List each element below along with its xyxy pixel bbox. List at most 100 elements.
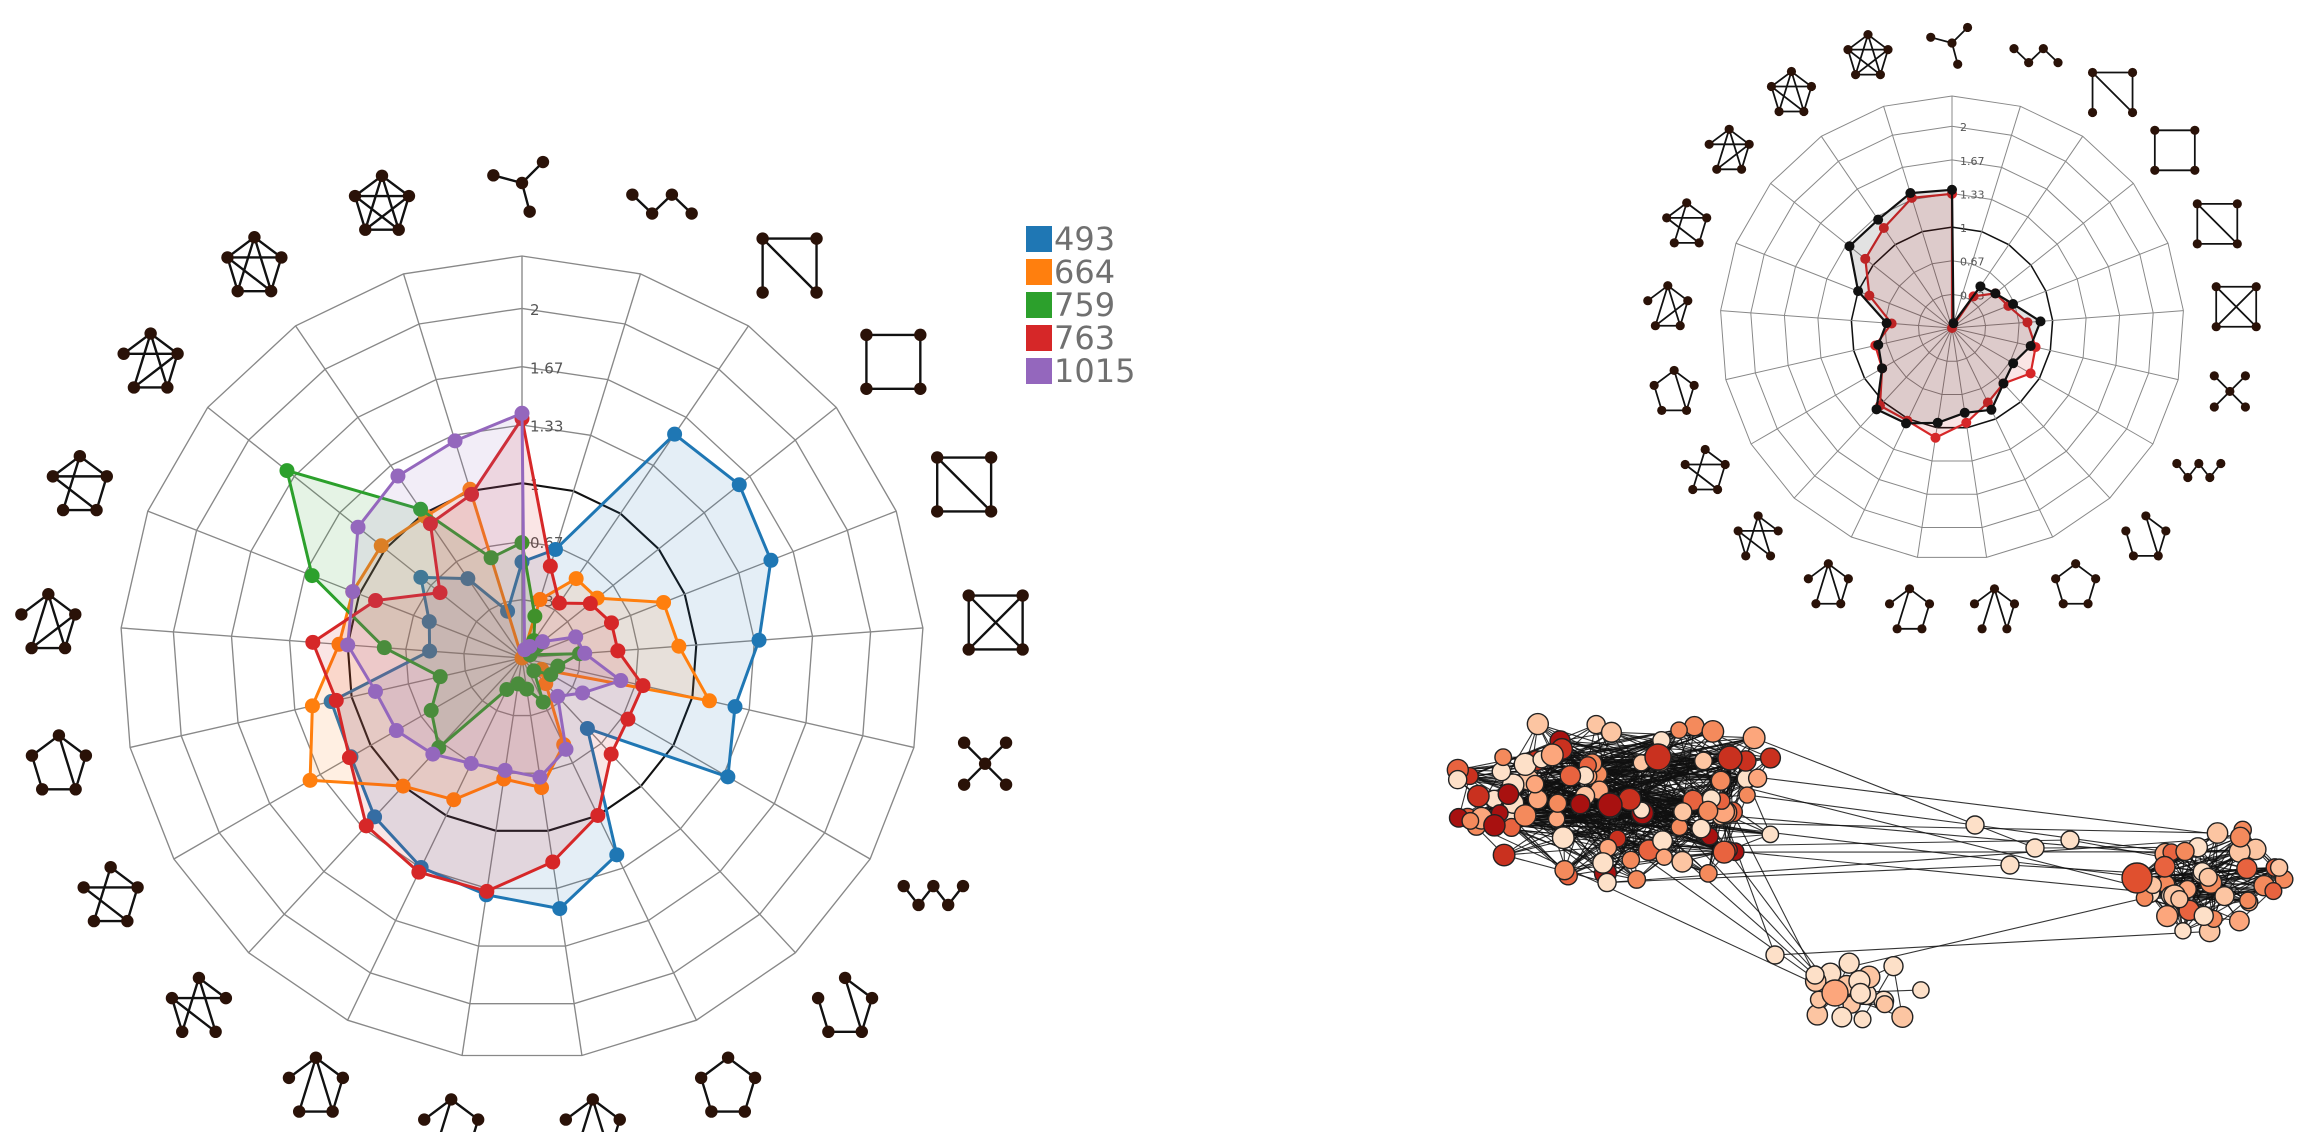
graphlet-node <box>2002 624 2012 634</box>
radar-tick-label: 1 <box>1960 222 1967 235</box>
network-node <box>2175 841 2195 862</box>
graphlet-icon <box>2051 559 2101 609</box>
graphlet-node <box>1766 81 1777 92</box>
legend: 493 664 759 763 1015 <box>1026 222 1135 387</box>
graphlet-node <box>2127 107 2138 118</box>
graphlet-node <box>705 1105 718 1118</box>
graphlet-node <box>523 205 536 218</box>
graphlet-edge <box>1815 563 1830 605</box>
radar-point <box>532 769 548 785</box>
graphlet-node <box>1712 484 1723 495</box>
network-node <box>2236 857 2258 880</box>
graphlet-edge <box>57 735 77 790</box>
graphlet-node <box>738 1105 752 1118</box>
graphlet-node <box>248 231 261 244</box>
network-edge <box>1657 756 1683 862</box>
radar-spoke <box>248 657 523 954</box>
graphlet-edge <box>47 593 67 649</box>
graphlet-node <box>1680 459 1690 470</box>
graphlet-node <box>559 1113 573 1126</box>
network-node <box>1548 793 1568 813</box>
graphlet-node <box>2150 165 2160 175</box>
network-node <box>2269 858 2289 877</box>
graphlet-node <box>2009 44 2019 54</box>
graphlet-node <box>756 232 769 245</box>
graphlet-icon <box>931 451 998 518</box>
radar-grid-ring <box>1817 192 2087 462</box>
radar-point <box>446 792 462 808</box>
graphlet-edge <box>1867 34 1882 75</box>
graphlet-node <box>694 1071 708 1085</box>
network-edge <box>1747 794 1976 826</box>
radar-point <box>720 769 736 785</box>
graphlet-edge <box>298 1057 318 1112</box>
graphlet-node <box>2150 125 2160 135</box>
graphlet-icon <box>221 231 288 298</box>
graphlet-node <box>445 1093 458 1106</box>
graphlet-node <box>1843 574 1853 584</box>
graphlet-node <box>209 1025 222 1039</box>
radar-point <box>1877 363 1888 374</box>
graphlet-icon <box>25 729 93 796</box>
network-node <box>1698 864 1718 883</box>
network-node <box>1912 981 1930 999</box>
radar-point <box>447 433 463 449</box>
graphlet-node <box>1924 599 1935 609</box>
graphlet-node <box>1884 599 1895 609</box>
radar-point <box>763 552 779 568</box>
radar-point <box>577 645 593 661</box>
graphlet-icon <box>2121 511 2171 561</box>
graphlet-node <box>52 729 66 742</box>
graphlet-node <box>685 207 698 220</box>
graphlet-node <box>2161 526 2171 536</box>
radar-series-fill <box>1849 189 2041 424</box>
graphlet-node <box>912 898 925 912</box>
network-edge <box>1607 864 2011 884</box>
graphlet-node <box>2128 551 2139 561</box>
radar-spoke <box>1951 327 2054 538</box>
radar-point <box>305 634 321 650</box>
radar-tick-label: 0.67 <box>1960 256 1985 269</box>
graphlet-node <box>292 1105 306 1118</box>
radar-point <box>603 615 619 631</box>
graphlet-edge <box>2091 71 2134 114</box>
graphlet-node <box>1657 405 1667 416</box>
graphlet-node <box>1702 213 1712 223</box>
graphlet-node <box>1823 559 1833 569</box>
radar-grid-ring <box>1783 159 2121 495</box>
graphlet-node <box>1669 238 1679 248</box>
network-edge <box>1774 930 2210 956</box>
graphlet-edge <box>314 1057 334 1112</box>
graphlet-node <box>282 1071 296 1085</box>
radar-point <box>304 698 320 714</box>
network-node <box>1673 802 1693 822</box>
radar-spoke <box>1820 136 1953 329</box>
radar-point <box>1905 188 1916 199</box>
legend-swatch <box>1026 291 1052 318</box>
graphlet-node <box>336 1071 350 1085</box>
radar-point <box>432 669 448 685</box>
graphlet-node <box>471 1113 485 1126</box>
graphlet-node <box>117 347 130 360</box>
radar-point <box>2022 317 2033 328</box>
network-node <box>1891 1005 1914 1029</box>
graphlet-node <box>2024 58 2034 68</box>
graphlet-node <box>1786 66 1797 77</box>
graphlet-icon <box>348 169 416 236</box>
graphlet-node <box>1799 106 1809 117</box>
network-node <box>1600 721 1623 743</box>
radar-spoke <box>1725 327 1953 381</box>
graphlet-node <box>487 169 500 182</box>
graphlet-node <box>392 223 405 236</box>
graphlet-node <box>2194 458 2204 469</box>
graphlet-edge <box>364 195 410 231</box>
radar-point <box>358 818 374 834</box>
network-node <box>1551 826 1575 850</box>
network-node <box>1597 792 1623 818</box>
graphlet-node <box>35 783 49 796</box>
network-node <box>1965 815 1985 835</box>
graphlet-node <box>326 1105 339 1118</box>
graphlet-node <box>2051 574 2061 584</box>
legend-label: 493 <box>1054 219 1116 258</box>
